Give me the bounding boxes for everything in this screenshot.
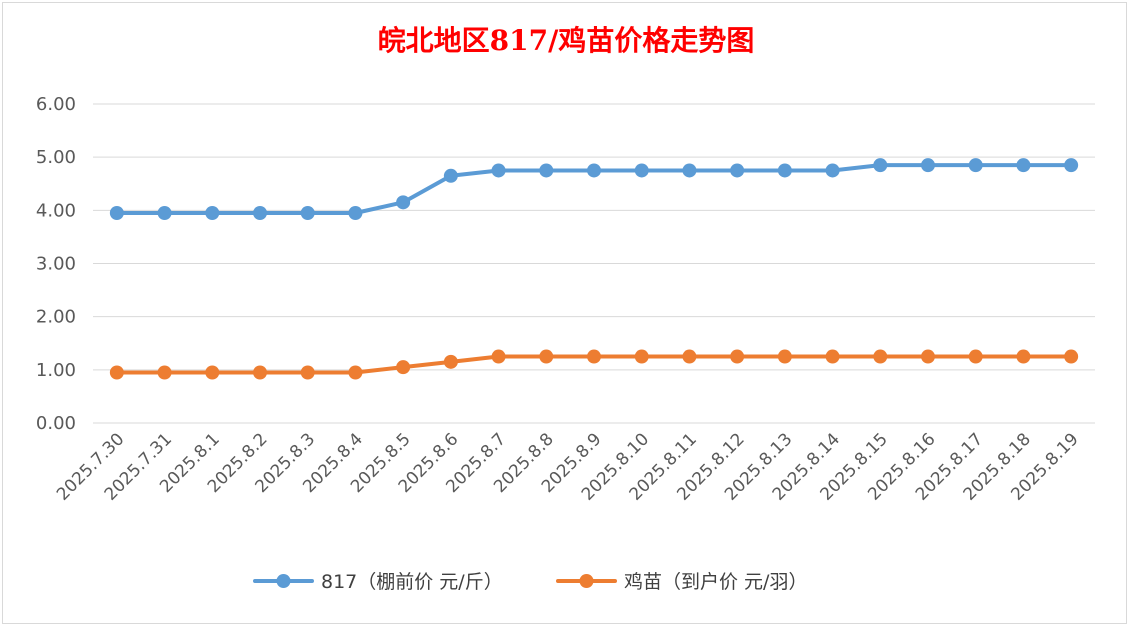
data-point [682, 163, 697, 178]
legend-marker [579, 574, 594, 588]
data-point [157, 205, 172, 220]
legend-label: 鸡苗（到户价 元/羽） [624, 571, 807, 593]
data-point [730, 349, 745, 364]
data-point [1064, 158, 1079, 173]
x-axis: 2025.7.302025.7.312025.8.12025.8.22025.8… [53, 429, 1083, 504]
data-point [730, 163, 745, 178]
grid-lines [93, 103, 1095, 424]
data-point [348, 365, 363, 380]
data-point [491, 163, 506, 178]
data-point [491, 349, 506, 364]
data-point [443, 168, 458, 183]
y-tick-label: 4.00 [36, 200, 76, 221]
y-axis: 0.00 1.00 2.00 3.00 4.00 5.00 6.00 [36, 94, 76, 434]
y-tick-label: 1.00 [36, 360, 76, 381]
series-2 [109, 349, 1079, 380]
data-point [587, 163, 601, 178]
data-point [396, 360, 411, 375]
data-point [157, 365, 172, 380]
data-point [825, 163, 840, 178]
data-point [921, 158, 935, 173]
data-point [968, 349, 983, 364]
y-tick-label: 6.00 [36, 94, 76, 115]
series-group [109, 158, 1079, 380]
chart-title: 皖北地区817/鸡苗价格走势图 [378, 24, 755, 57]
series-1 [109, 158, 1079, 220]
data-point [348, 205, 363, 220]
data-point [205, 205, 220, 220]
data-point [968, 158, 983, 173]
y-tick-label: 5.00 [36, 147, 76, 168]
data-point [396, 195, 411, 210]
data-point [682, 349, 697, 364]
data-point [587, 349, 601, 364]
data-point [634, 163, 649, 178]
data-point [921, 349, 935, 364]
data-point [1016, 158, 1031, 173]
data-point [443, 354, 458, 369]
data-point [205, 365, 220, 380]
data-point [634, 349, 649, 364]
legend-label: 817（棚前价 元/斤） [321, 571, 503, 593]
legend-item: 鸡苗（到户价 元/羽） [556, 571, 807, 593]
data-point [300, 365, 315, 380]
y-tick-label: 2.00 [36, 307, 76, 328]
data-point [253, 205, 267, 220]
data-point [1064, 349, 1079, 364]
data-point [777, 349, 792, 364]
legend-marker [276, 574, 291, 588]
data-point [825, 349, 840, 364]
legend: 817（棚前价 元/斤） 鸡苗（到户价 元/羽） [253, 571, 807, 593]
data-point [109, 205, 124, 220]
data-point [873, 349, 888, 364]
data-point [539, 349, 554, 364]
data-point [1016, 349, 1031, 364]
y-tick-label: 0.00 [36, 413, 76, 434]
data-point [300, 205, 315, 220]
y-tick-label: 3.00 [36, 254, 76, 275]
data-point [109, 365, 124, 380]
data-point [253, 365, 267, 380]
legend-item: 817（棚前价 元/斤） [253, 571, 503, 593]
data-point [539, 163, 554, 178]
data-point [777, 163, 792, 178]
data-point [873, 158, 888, 173]
